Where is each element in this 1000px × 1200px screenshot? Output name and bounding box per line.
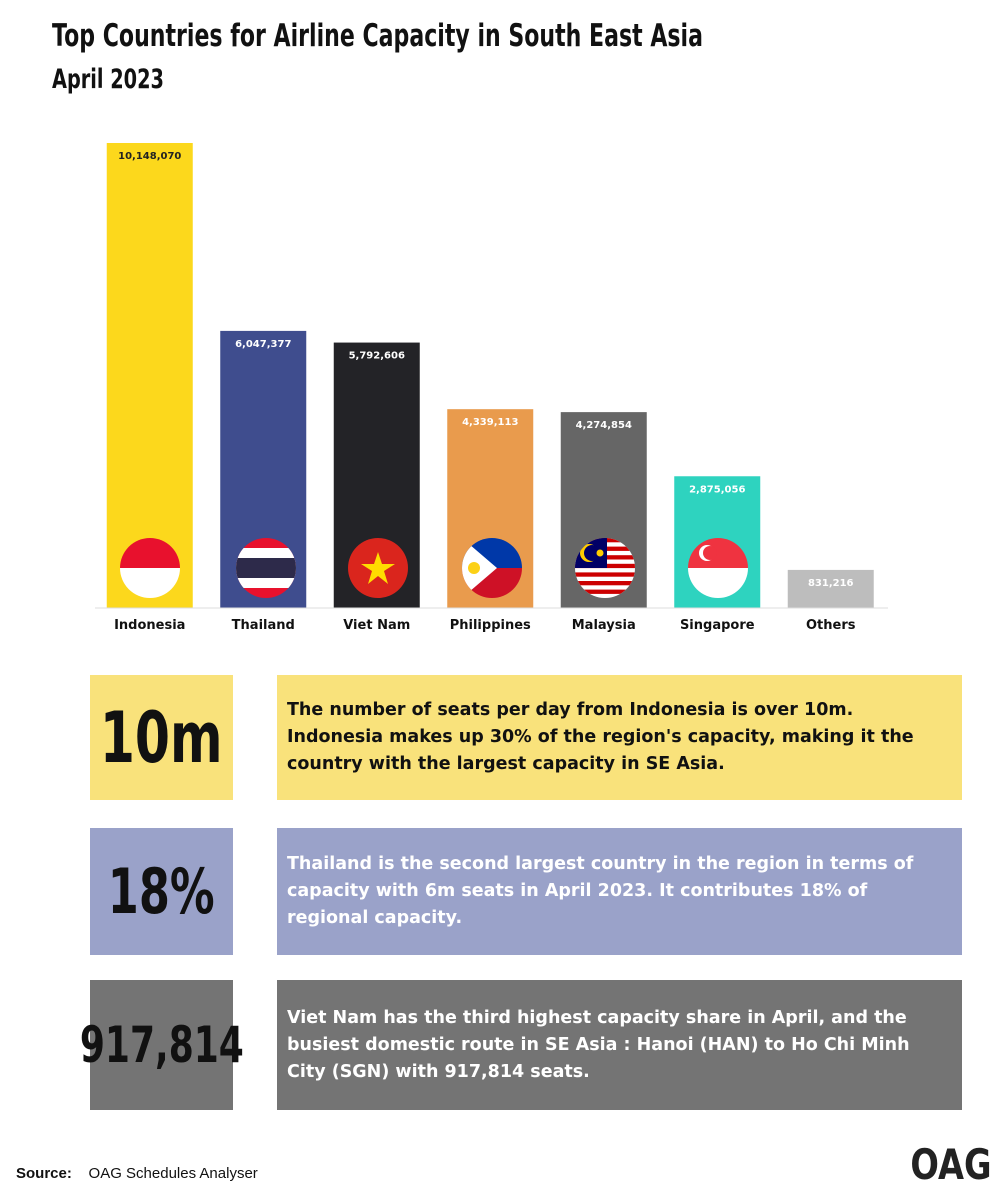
x-tick-label: Viet Nam [343, 618, 410, 633]
logo-text: OAG [910, 1140, 992, 1189]
panel-text: The number of seats per day from Indones… [277, 675, 962, 800]
panel-text: Thailand is the second largest country i… [277, 828, 962, 955]
stat-box: 917,814 [80, 980, 243, 1110]
x-tick-label: Singapore [680, 618, 755, 633]
value-label: 6,047,377 [235, 339, 291, 350]
chart-subtitle: April 2023 [52, 64, 164, 95]
x-tick-label: Thailand [232, 618, 295, 633]
stat-box: 10m [90, 675, 233, 800]
x-tick-label: Malaysia [572, 618, 636, 633]
chart: Top Countries for Airline Capacity in So… [52, 18, 888, 633]
value-label: 4,274,854 [576, 420, 632, 431]
bar [787, 569, 874, 608]
flags [120, 538, 748, 598]
flag-vietnam [348, 538, 408, 598]
source-label: Source: [16, 1165, 72, 1182]
x-tick-label: Philippines [450, 618, 531, 633]
logo: OAG [890, 1140, 992, 1189]
x-tick-label: Indonesia [114, 618, 185, 633]
value-label: 831,216 [808, 578, 854, 589]
value-label: 4,339,113 [462, 417, 518, 428]
flag-indonesia [120, 538, 180, 598]
bar [106, 143, 193, 608]
flag-philippines [462, 538, 522, 598]
x-tick-label: Others [806, 618, 856, 633]
stat-box: 18% [90, 828, 233, 955]
value-label: 5,792,606 [349, 351, 405, 362]
value-label: 10,148,070 [118, 151, 181, 162]
value-label: 2,875,056 [689, 484, 745, 495]
flag-malaysia [575, 538, 635, 598]
chart-title: Top Countries for Airline Capacity in So… [52, 18, 703, 54]
source: Source: OAG Schedules Analyser [16, 1165, 258, 1182]
stat-value: 18% [108, 855, 215, 928]
panel-text: Viet Nam has the third highest capacity … [277, 980, 962, 1110]
stat-value: 917,814 [79, 1016, 244, 1074]
source-text: OAG Schedules Analyser [88, 1165, 258, 1182]
flag-thailand [236, 538, 296, 598]
flag-singapore [688, 538, 748, 598]
stat-value: 10m [100, 696, 223, 779]
